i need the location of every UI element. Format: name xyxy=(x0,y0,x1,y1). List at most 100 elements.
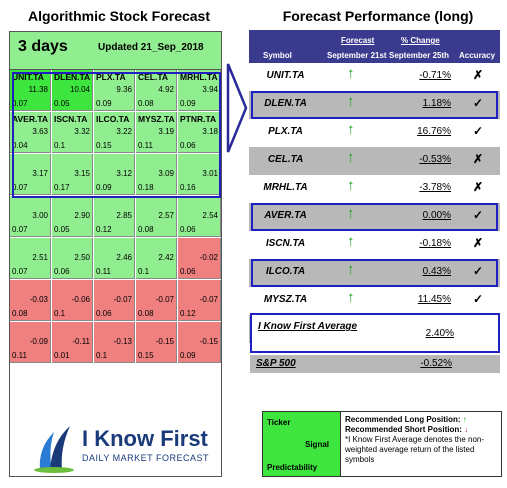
matrix-cell: 3.15 0.17 xyxy=(52,154,93,195)
row-change: 16.76% xyxy=(417,126,451,137)
updated-date: Updated 21_Sep_2018 xyxy=(98,42,204,53)
cell-predictability: 0.06 xyxy=(54,267,70,276)
logo-emblem-icon xyxy=(34,426,74,473)
cell-predictability: 0.06 xyxy=(180,225,196,234)
cell-signal: 3.15 xyxy=(74,169,90,178)
sp500-row: S&P 500 -0.52% xyxy=(250,355,500,373)
cell-signal: 3.17 xyxy=(32,169,48,178)
matrix-cell: 2.42 0.1 xyxy=(136,238,177,279)
matrix-cell: 2.90 0.05 xyxy=(52,196,93,237)
cell-signal: 3.12 xyxy=(116,169,132,178)
performance-row: DLEN.TA ↑ 1.18% ✓ xyxy=(249,91,500,119)
cell-signal: -0.15 xyxy=(199,337,218,346)
cell-predictability: 0.12 xyxy=(180,309,196,318)
cell-signal: 2.50 xyxy=(74,253,90,262)
row-change: -0.18% xyxy=(419,238,451,249)
cell-predictability: 0.06 xyxy=(180,267,196,276)
change-date-header: September 25th xyxy=(389,51,450,60)
row-symbol: AVER.TA xyxy=(264,210,307,221)
cell-ticker: PLX.TA xyxy=(96,72,126,82)
average-label: I Know First Average xyxy=(258,321,358,332)
matrix-cell: -0.13 0.1 xyxy=(94,322,135,363)
cell-predictability: 0.11 xyxy=(138,141,153,150)
matrix-cell: 3.12 0.09 xyxy=(94,154,135,195)
matrix-cell: CEL.TA 4.92 0.08 xyxy=(136,70,177,111)
cell-predictability: 0.15 xyxy=(96,141,112,150)
row-symbol: ISCN.TA xyxy=(265,238,306,249)
horizon-label: 3 days xyxy=(18,38,68,55)
cell-ticker: MRHL.TA xyxy=(180,72,218,82)
matrix-cell: MRHL.TA 3.94 0.09 xyxy=(178,70,221,111)
cell-predictability: 0.12 xyxy=(96,225,112,234)
up-arrow-icon: ↑ xyxy=(347,121,355,138)
matrix-title: Algorithmic Stock Forecast xyxy=(27,8,211,24)
matrix-cell: UNIT.TA 11.38 0.07 xyxy=(10,70,51,111)
performance-row: PLX.TA ↑ 16.76% ✓ xyxy=(249,119,500,147)
performance-row: MYSZ.TA ↑ 11.45% ✓ xyxy=(249,287,500,315)
average-value: 2.40% xyxy=(425,328,454,339)
symbol-header: Symbol xyxy=(263,51,292,60)
accuracy-header: Accuracy xyxy=(459,51,496,60)
cell-signal: 3.09 xyxy=(158,169,174,178)
cell-signal: -0.15 xyxy=(155,337,174,346)
cell-signal: 3.18 xyxy=(202,127,218,136)
cell-predictability: 0.07 xyxy=(12,225,28,234)
matrix-cell: PLX.TA 9.36 0.09 xyxy=(94,70,135,111)
row-symbol: CEL.TA xyxy=(267,154,304,165)
legend-cell-sample: Ticker Signal Predictability xyxy=(263,412,341,476)
cell-signal: -0.07 xyxy=(199,295,218,304)
up-arrow-icon: ↑ xyxy=(347,65,355,82)
cell-predictability: 0.1 xyxy=(96,351,108,360)
cell-signal: -0.09 xyxy=(29,337,48,346)
matrix-cell: ILCO.TA 3.22 0.15 xyxy=(94,112,135,153)
row-symbol: MYSZ.TA xyxy=(263,294,308,305)
matrix-cell: 3.09 0.18 xyxy=(136,154,177,195)
cell-signal: -0.02 xyxy=(199,253,218,262)
matrix-cell: 3.01 0.16 xyxy=(178,154,221,195)
cell-signal: 2.46 xyxy=(116,253,132,262)
row-change: -0.53% xyxy=(419,154,451,165)
cell-ticker: ILCO.TA xyxy=(96,114,130,124)
sp500-value: -0.52% xyxy=(420,358,452,369)
cell-predictability: 0.09 xyxy=(96,183,112,192)
cell-signal: 3.22 xyxy=(116,127,132,136)
up-arrow-icon: ↑ xyxy=(347,289,355,306)
check-icon: ✓ xyxy=(472,124,484,138)
legend-note: *I Know First Average denotes the non-we… xyxy=(345,435,485,464)
cell-predictability: 0.08 xyxy=(138,309,154,318)
legend-box: Ticker Signal Predictability Recommended… xyxy=(262,411,502,477)
forecast-date-header: September 21st xyxy=(327,51,387,60)
cell-predictability: 0.17 xyxy=(54,183,70,192)
cell-signal: 3.19 xyxy=(158,127,174,136)
row-change: 11.45% xyxy=(417,294,451,305)
matrix-cell: 2.85 0.12 xyxy=(94,196,135,237)
cell-predictability: 0.1 xyxy=(54,141,66,150)
down-arrow-icon: ↓ xyxy=(464,425,469,434)
matrix-cell: PTNR.TA 3.18 0.06 xyxy=(178,112,221,153)
cell-signal: 2.85 xyxy=(116,211,132,220)
check-icon: ✓ xyxy=(472,264,484,278)
cell-predictability: 0.07 xyxy=(12,99,28,108)
performance-row: AVER.TA ↑ 0.00% ✓ xyxy=(249,203,500,231)
matrix-cell: -0.07 0.08 xyxy=(136,280,177,321)
legend-long: Recommended Long Position: xyxy=(345,415,461,424)
cell-ticker: ISCN.TA xyxy=(54,114,88,124)
cross-icon: ✗ xyxy=(472,236,484,250)
cell-signal: 3.01 xyxy=(202,169,218,178)
cell-signal: -0.07 xyxy=(113,295,132,304)
matrix-cell: ISCN.TA 3.32 0.1 xyxy=(52,112,93,153)
company-logo: I Know First DAILY MARKET FORECAST xyxy=(30,420,230,475)
logo-tagline: DAILY MARKET FORECAST xyxy=(82,453,210,463)
matrix-cell: 2.50 0.06 xyxy=(52,238,93,279)
matrix-cell: AVER.TA 3.63 0.04 xyxy=(10,112,51,153)
check-icon: ✓ xyxy=(472,208,484,222)
sp500-label: S&P 500 xyxy=(256,358,296,369)
legend-predictability: Predictability xyxy=(267,463,318,472)
performance-row: ILCO.TA ↑ 0.43% ✓ xyxy=(249,259,500,287)
cross-icon: ✗ xyxy=(472,68,484,82)
performance-row: UNIT.TA ↑ -0.71% ✗ xyxy=(249,63,500,91)
matrix-cell: 2.51 0.07 xyxy=(10,238,51,279)
cell-predictability: 0.09 xyxy=(96,99,112,108)
cell-ticker: DLEN.TA xyxy=(54,72,91,82)
cell-predictability: 0.1 xyxy=(54,309,66,318)
